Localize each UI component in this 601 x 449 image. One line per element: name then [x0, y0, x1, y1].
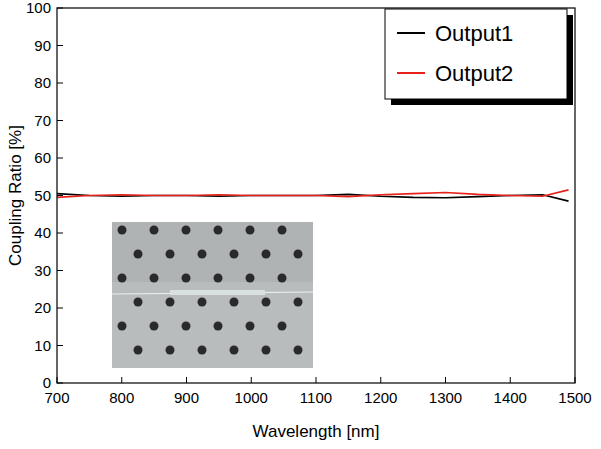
- inset-hole: [262, 346, 271, 355]
- inset-hole: [214, 274, 223, 283]
- inset-hole: [182, 274, 191, 283]
- inset-hole: [134, 250, 143, 259]
- legend-box: [385, 9, 567, 99]
- y-tick-label: 50: [34, 187, 51, 204]
- y-tick: [57, 383, 63, 384]
- inset-hole: [118, 322, 127, 331]
- y-tick-label: 40: [34, 224, 51, 241]
- y-tick: [57, 270, 63, 271]
- legend: Output1 Output2: [385, 9, 573, 105]
- inset-hole: [246, 322, 255, 331]
- x-tick-label: 700: [44, 389, 69, 406]
- inset-hole: [262, 298, 271, 307]
- inset-hole: [294, 298, 303, 307]
- x-tick: [380, 377, 381, 383]
- y-tick-label: 100: [26, 0, 51, 16]
- inset-hole: [262, 250, 271, 259]
- inset-hole: [166, 298, 175, 307]
- x-tick: [445, 377, 446, 383]
- chart: 700 800 900 1000 1100 1200 1300 1400 1500 0 10 20 30…: [0, 0, 601, 449]
- x-tick: [251, 377, 252, 383]
- plot-frame: [57, 8, 575, 383]
- y-tick: [57, 83, 63, 84]
- x-tick: [575, 377, 576, 383]
- y-tick-label: 20: [34, 299, 51, 316]
- inset-hole: [278, 322, 287, 331]
- inset-hole: [198, 298, 207, 307]
- inset-hole: [214, 226, 223, 235]
- inset-hole: [294, 346, 303, 355]
- x-tick-label: 900: [174, 389, 199, 406]
- inset-hole: [166, 250, 175, 259]
- series-line: [57, 190, 569, 198]
- y-tick-label: 90: [34, 37, 51, 54]
- inset-hole: [134, 346, 143, 355]
- inset-shade: [112, 222, 313, 282]
- inset-hole: [230, 346, 239, 355]
- inset-hole: [198, 250, 207, 259]
- y-tick-label: 10: [34, 337, 51, 354]
- y-axis-title: Coupling Ratio [%]: [6, 125, 25, 266]
- inset-hole: [150, 226, 159, 235]
- y-tick: [57, 345, 63, 346]
- x-tick-label: 1300: [429, 389, 462, 406]
- legend-key: [397, 72, 425, 74]
- x-tick-label: 1400: [494, 389, 527, 406]
- inset-hole: [230, 298, 239, 307]
- inset-hole: [278, 274, 287, 283]
- y-tick-label: 0: [43, 374, 51, 391]
- x-tick-label: 1000: [235, 389, 268, 406]
- y-tick: [57, 120, 63, 121]
- y-tick-label: 60: [34, 149, 51, 166]
- y-tick: [57, 233, 63, 234]
- y-tick-label: 70: [34, 112, 51, 129]
- y-tick: [57, 308, 63, 309]
- x-tick: [510, 377, 511, 383]
- x-tick: [186, 377, 187, 383]
- y-tick-label: 30: [34, 262, 51, 279]
- inset-coupler: [170, 290, 265, 295]
- y-tick: [57, 8, 63, 9]
- legend-label: Output1: [435, 21, 513, 46]
- x-tick-label: 1200: [364, 389, 397, 406]
- x-tick: [121, 377, 122, 383]
- y-tick: [57, 45, 63, 46]
- inset-photo: [112, 222, 313, 368]
- legend-key: [397, 32, 425, 34]
- inset-hole: [182, 322, 191, 331]
- x-tick: [57, 377, 58, 383]
- y-tick: [57, 195, 63, 196]
- inset-hole: [166, 346, 175, 355]
- y-tick-label: 80: [34, 74, 51, 91]
- x-tick-label: 1100: [300, 389, 332, 406]
- x-tick-label: 1500: [558, 389, 591, 406]
- inset-hole: [246, 274, 255, 283]
- inset-hole: [278, 226, 287, 235]
- x-tick: [316, 377, 317, 383]
- inset-hole: [118, 274, 127, 283]
- inset-hole: [150, 274, 159, 283]
- legend-label: Output2: [435, 61, 513, 86]
- inset-bg: [112, 222, 313, 368]
- inset-hole: [118, 226, 127, 235]
- inset-hole: [230, 250, 239, 259]
- inset-hole: [182, 226, 191, 235]
- x-tick-label: 800: [109, 389, 134, 406]
- y-tick: [57, 158, 63, 159]
- inset-hole: [294, 250, 303, 259]
- series-group: [57, 190, 569, 201]
- inset-hole: [134, 298, 143, 307]
- inset-hole: [198, 346, 207, 355]
- inset-hole: [214, 322, 223, 331]
- inset-hole: [246, 226, 255, 235]
- inset-hole: [150, 322, 159, 331]
- x-axis-title: Wavelength [nm]: [253, 422, 380, 441]
